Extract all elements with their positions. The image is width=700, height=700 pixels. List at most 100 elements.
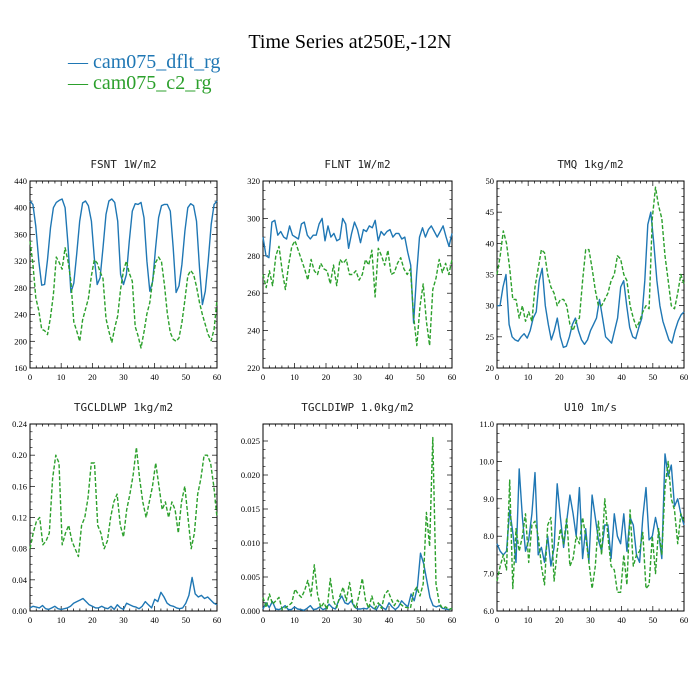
- x-tick-label-tgcldiwp: 10: [290, 615, 299, 625]
- x-tick-label-tgcldlwp: 30: [119, 615, 128, 625]
- series-line-tgcldlwp-c2: [29, 446, 218, 558]
- panel-tgcldlwp: TGCLDLWP 1kg/m2 0 10 20 30 40 50 60 0.00 0.04 0.08…: [12, 401, 221, 625]
- y-tick-label-u10: 11.0: [479, 419, 494, 429]
- x-tick-label-tgcldlwp: 50: [182, 615, 191, 625]
- y-tick-label-tmq: 35: [486, 270, 495, 280]
- y-tick-label-u10: 8.0: [483, 531, 494, 541]
- x-tick-label-u10: 20: [555, 615, 564, 625]
- x-tick-label-fsnt: 20: [88, 372, 97, 382]
- y-tick-label-flnt: 260: [247, 288, 260, 298]
- x-tick-label-tgcldiwp: 40: [385, 615, 394, 625]
- x-tick-label-fsnt: 40: [150, 372, 159, 382]
- y-tick-label-tmq: 45: [486, 207, 495, 217]
- y-tick-label-fsnt: 160: [14, 363, 27, 373]
- panel-tmq: TMQ 1kg/m2 0 10 20 30 40 50 60 20 25 30 35 40 45 50: [486, 158, 689, 382]
- x-tick-label-tgcldiwp: 60: [448, 615, 457, 625]
- x-tick-label-tmq: 40: [617, 372, 626, 382]
- y-tick-label-u10: 6.0: [483, 606, 494, 616]
- legend-label-c2: cam075_c2_rg: [93, 72, 212, 94]
- y-tick-label-tgcldlwp: 0.16: [12, 481, 27, 491]
- panel-title-u10: U10 1m/s: [564, 401, 617, 414]
- series-line-fsnt-dflt: [29, 198, 218, 306]
- series-line-u10-c2: [496, 460, 685, 593]
- x-tick-label-flnt: 20: [322, 372, 331, 382]
- y-tick-label-flnt: 280: [247, 251, 260, 261]
- x-tick-label-tmq: 20: [555, 372, 564, 382]
- y-tick-label-tgcldiwp: 0.015: [241, 504, 260, 514]
- series-line-tgcldiwp-dflt: [262, 552, 453, 611]
- x-tick-label-u10: 50: [649, 615, 658, 625]
- y-tick-label-tgcldlwp: 0.24: [12, 419, 28, 429]
- x-tick-label-tgcldlwp: 20: [88, 615, 97, 625]
- x-tick-label-u10: 40: [617, 615, 626, 625]
- x-tick-label-flnt: 40: [385, 372, 394, 382]
- y-tick-label-tgcldiwp: 0.000: [241, 606, 260, 616]
- x-tick-label-u10: 60: [680, 615, 689, 625]
- x-tick-label-tgcldlwp: 40: [150, 615, 159, 625]
- legend-item-dflt: — cam075_dflt_rg: [67, 51, 220, 73]
- y-tick-label-fsnt: 440: [14, 176, 27, 186]
- legend-item-c2: — cam075_c2_rg: [67, 72, 212, 94]
- y-tick-label-flnt: 300: [247, 213, 260, 223]
- y-tick-label-flnt: 220: [247, 363, 260, 373]
- x-tick-label-flnt: 10: [290, 372, 299, 382]
- x-tick-label-tmq: 50: [649, 372, 658, 382]
- x-tick-label-tgcldiwp: 20: [322, 615, 331, 625]
- y-tick-label-tgcldlwp: 0.12: [12, 513, 27, 523]
- y-tick-label-u10: 10.0: [479, 456, 494, 466]
- y-tick-label-tmq: 25: [486, 332, 495, 342]
- panel-title-flnt: FLNT 1W/m2: [324, 158, 390, 171]
- y-tick-label-u10: 9.0: [483, 494, 494, 504]
- legend: — cam075_dflt_rg — cam075_c2_rg: [67, 51, 220, 94]
- series-line-tmq-dflt: [497, 211, 685, 349]
- y-tick-label-tmq: 30: [486, 301, 495, 311]
- x-tick-label-fsnt: 30: [119, 372, 128, 382]
- x-tick-label-tgcldlwp: 0: [28, 615, 32, 625]
- figure-title: Time Series at250E,-12N: [248, 31, 451, 53]
- x-tick-label-tgcldiwp: 30: [353, 615, 362, 625]
- legend-symbol-c2: —: [67, 72, 89, 94]
- panel-title-tmq: TMQ 1kg/m2: [557, 158, 623, 171]
- y-tick-label-tgcldiwp: 0.005: [241, 572, 260, 582]
- panel-title-tgcldlwp: TGCLDLWP 1kg/m2: [74, 401, 173, 414]
- x-tick-label-fsnt: 0: [28, 372, 32, 382]
- y-tick-label-fsnt: 360: [14, 229, 27, 239]
- y-tick-label-flnt: 240: [247, 326, 260, 336]
- panels: FSNT 1W/m20 10 20 30 40 50 6016020024028032036…: [12, 158, 688, 625]
- y-tick-label-tmq: 40: [486, 238, 495, 248]
- x-tick-label-flnt: 60: [448, 372, 457, 382]
- y-tick-label-fsnt: 200: [14, 336, 27, 346]
- y-tick-label-tgcldlwp: 0.08: [12, 544, 27, 554]
- x-tick-label-tmq: 30: [586, 372, 595, 382]
- series-line-flnt-c2: [262, 240, 453, 347]
- x-tick-label-u10: 10: [524, 615, 533, 625]
- series-line-u10-dflt: [496, 453, 685, 567]
- y-tick-label-fsnt: 280: [14, 283, 27, 293]
- x-tick-label-tmq: 0: [495, 372, 499, 382]
- series-line-fsnt-c2: [29, 241, 218, 349]
- x-tick-label-flnt: 30: [353, 372, 362, 382]
- x-tick-label-tgcldlwp: 10: [57, 615, 66, 625]
- panel-title-tgcldiwp: TGCLDIWP 1.0kg/m2: [301, 401, 414, 414]
- x-tick-label-tgcldlwp: 60: [213, 615, 222, 625]
- panel-flnt: FLNT 1W/m2 0 10 20 30 40 50 60 220 240 260 280 300 32…: [247, 158, 456, 382]
- x-tick-label-u10: 0: [495, 615, 499, 625]
- y-tick-label-u10: 7.0: [483, 569, 494, 579]
- legend-symbol-dflt: —: [67, 51, 89, 73]
- x-tick-label-tmq: 60: [680, 372, 689, 382]
- series-line-flnt-dflt: [262, 217, 453, 324]
- y-tick-label-fsnt: 240: [14, 310, 27, 320]
- y-tick-label-tmq: 50: [486, 176, 495, 186]
- panel-tgcldiwp: TGCLDIWP 1.0kg/m2 0 10 20 30 40 50 60 0.000 0.005…: [241, 401, 456, 625]
- y-tick-label-flnt: 320: [247, 176, 260, 186]
- y-tick-label-fsnt: 320: [14, 256, 27, 266]
- y-tick-label-tgcldiwp: 0.010: [241, 538, 260, 548]
- legend-label-dflt: cam075_dflt_rg: [93, 51, 220, 73]
- x-tick-label-flnt: 0: [261, 372, 265, 382]
- panel-fsnt: FSNT 1W/m2 0 10 20 30 40 50 60 160 200 240 280 320 36…: [14, 158, 221, 382]
- series-line-tmq-c2: [496, 186, 685, 332]
- x-tick-label-fsnt: 50: [182, 372, 191, 382]
- x-tick-label-tgcldiwp: 50: [416, 615, 425, 625]
- y-tick-label-tgcldlwp: 0.20: [12, 450, 27, 460]
